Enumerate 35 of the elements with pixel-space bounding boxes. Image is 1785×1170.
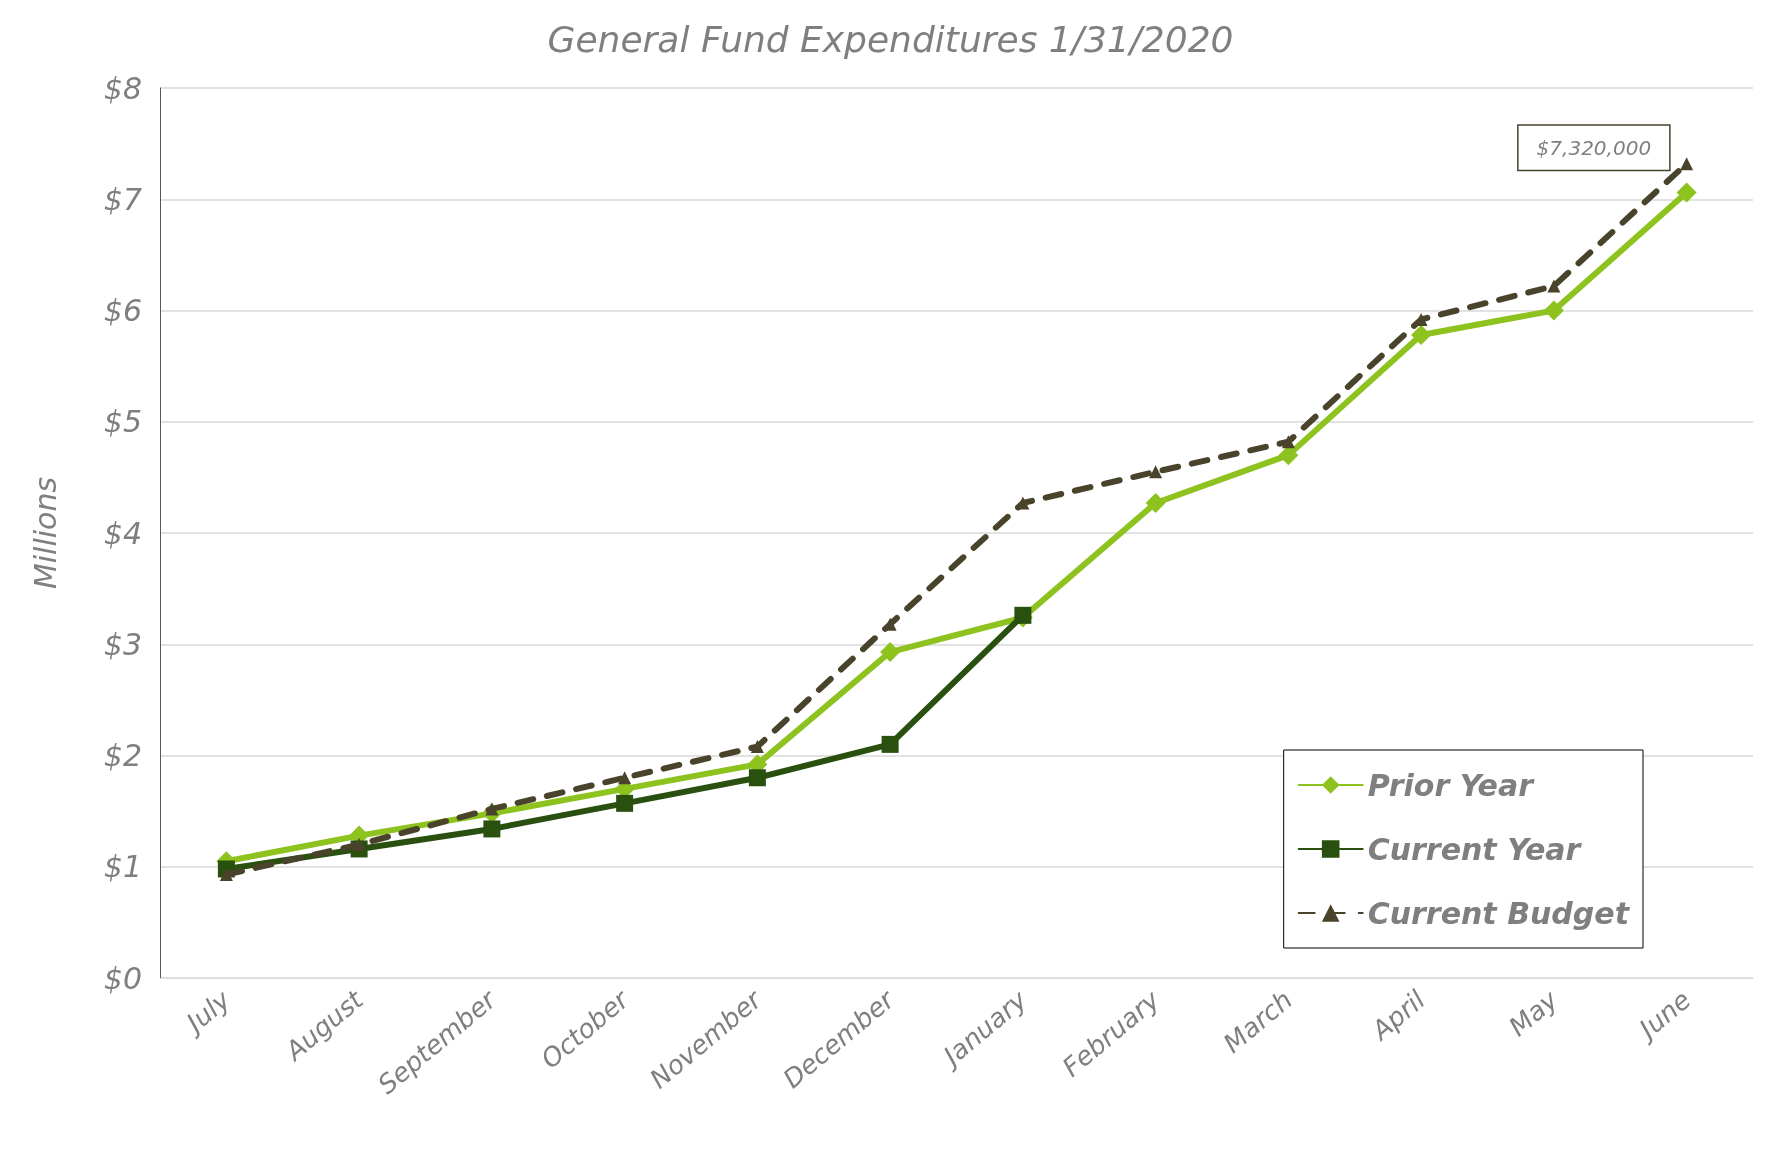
legend-label: Current Budget bbox=[1367, 895, 1631, 931]
point bbox=[616, 794, 634, 812]
legend-label: Current Year bbox=[1367, 831, 1583, 867]
y-tick-label: $8 bbox=[103, 70, 142, 106]
y-tick-label: $0 bbox=[103, 960, 142, 996]
point bbox=[1278, 445, 1299, 466]
point bbox=[219, 868, 233, 882]
point bbox=[1547, 279, 1561, 293]
point bbox=[880, 642, 901, 663]
y-tick-label: $5 bbox=[103, 404, 142, 440]
chart-title: General Fund Expenditures 1/31/2020 bbox=[547, 18, 1234, 60]
point bbox=[750, 740, 764, 754]
y-tick-label: $3 bbox=[103, 626, 142, 662]
point bbox=[483, 820, 501, 838]
y-axis-title: Millions bbox=[27, 476, 63, 590]
point bbox=[1014, 606, 1032, 624]
point bbox=[1680, 157, 1694, 171]
point bbox=[352, 838, 366, 851]
point bbox=[485, 802, 499, 816]
point bbox=[1676, 182, 1697, 203]
legend-label: Prior Year bbox=[1367, 767, 1536, 803]
point bbox=[748, 769, 766, 787]
point bbox=[1145, 492, 1166, 513]
point bbox=[1543, 300, 1564, 321]
y-tick-label: $4 bbox=[103, 515, 142, 551]
y-tick-label: $7 bbox=[103, 181, 142, 217]
point bbox=[881, 735, 899, 753]
y-tick-label: $6 bbox=[103, 293, 142, 328]
point bbox=[618, 771, 632, 785]
point bbox=[1149, 465, 1163, 479]
y-tick-label: $2 bbox=[103, 738, 142, 773]
y-tick-label: $1 bbox=[103, 849, 142, 885]
point bbox=[1281, 435, 1295, 449]
point bbox=[1411, 324, 1432, 345]
annotation: $7,320,000 bbox=[1536, 135, 1652, 160]
